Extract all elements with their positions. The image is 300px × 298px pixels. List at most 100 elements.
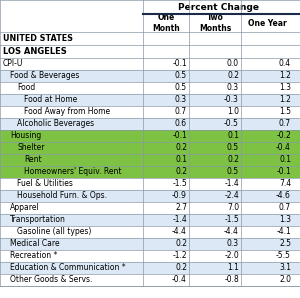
Text: Housing: Housing — [10, 131, 41, 140]
Bar — [143, 0, 293, 14]
Text: Fuel & Utilities: Fuel & Utilities — [17, 179, 73, 189]
Text: -0.4: -0.4 — [172, 275, 187, 285]
Text: 0.2: 0.2 — [227, 72, 239, 80]
Text: 1.2: 1.2 — [279, 95, 291, 105]
Text: 1.3: 1.3 — [279, 83, 291, 92]
Text: 0.3: 0.3 — [227, 240, 239, 249]
Text: -1.5: -1.5 — [172, 179, 187, 189]
Text: 0.2: 0.2 — [175, 263, 187, 272]
Text: 0.7: 0.7 — [175, 108, 187, 117]
Text: -4.1: -4.1 — [276, 227, 291, 237]
Text: Food at Home: Food at Home — [24, 95, 77, 105]
Text: 7.0: 7.0 — [227, 204, 239, 212]
Bar — [0, 45, 300, 58]
Text: Household Furn. & Ops.: Household Furn. & Ops. — [17, 192, 107, 201]
Text: -1.2: -1.2 — [172, 252, 187, 260]
Text: 7.4: 7.4 — [279, 179, 291, 189]
Bar — [0, 142, 300, 154]
Text: Alcoholic Beverages: Alcoholic Beverages — [17, 119, 94, 128]
Text: Education & Communication *: Education & Communication * — [10, 263, 126, 272]
Text: 0.7: 0.7 — [279, 204, 291, 212]
Bar — [0, 166, 300, 178]
Text: -5.5: -5.5 — [276, 252, 291, 260]
Text: -0.3: -0.3 — [224, 95, 239, 105]
Bar — [0, 262, 300, 274]
Text: -0.1: -0.1 — [172, 131, 187, 140]
Text: 0.7: 0.7 — [279, 119, 291, 128]
Text: -4.4: -4.4 — [172, 227, 187, 237]
Text: LOS ANGELES: LOS ANGELES — [3, 47, 67, 56]
Bar — [0, 118, 300, 130]
Text: 0.0: 0.0 — [227, 60, 239, 69]
Text: Apparel: Apparel — [10, 204, 40, 212]
Text: 3.1: 3.1 — [279, 263, 291, 272]
Bar — [0, 14, 143, 32]
Text: 0.3: 0.3 — [175, 95, 187, 105]
Text: -4.6: -4.6 — [276, 192, 291, 201]
Text: -0.2: -0.2 — [276, 131, 291, 140]
Text: -0.1: -0.1 — [172, 60, 187, 69]
Bar — [0, 58, 300, 70]
Text: 0.1: 0.1 — [227, 131, 239, 140]
Text: CPI-U: CPI-U — [3, 60, 23, 69]
Text: Other Goods & Servs.: Other Goods & Servs. — [10, 275, 92, 285]
Text: -0.9: -0.9 — [172, 192, 187, 201]
Text: -0.4: -0.4 — [276, 144, 291, 153]
Bar — [0, 32, 300, 45]
Bar — [0, 106, 300, 118]
Text: 1.3: 1.3 — [279, 215, 291, 224]
Bar — [0, 190, 300, 202]
Text: 0.2: 0.2 — [175, 167, 187, 176]
Text: -1.4: -1.4 — [172, 215, 187, 224]
Text: 0.5: 0.5 — [175, 72, 187, 80]
Text: One
Month: One Month — [152, 13, 180, 33]
Bar — [0, 250, 300, 262]
Text: 1.5: 1.5 — [279, 108, 291, 117]
Text: Food & Beverages: Food & Beverages — [10, 72, 80, 80]
Text: Two
Months: Two Months — [199, 13, 231, 33]
Text: 2.7: 2.7 — [175, 204, 187, 212]
Text: Food Away from Home: Food Away from Home — [24, 108, 110, 117]
Text: 2.0: 2.0 — [279, 275, 291, 285]
Bar — [0, 94, 300, 106]
Text: 0.3: 0.3 — [227, 83, 239, 92]
Text: UNITED STATES: UNITED STATES — [3, 34, 73, 43]
Text: -0.8: -0.8 — [224, 275, 239, 285]
Text: 0.6: 0.6 — [175, 119, 187, 128]
Bar — [0, 82, 300, 94]
Text: 0.5: 0.5 — [227, 144, 239, 153]
Text: -0.5: -0.5 — [224, 119, 239, 128]
Text: 0.2: 0.2 — [175, 144, 187, 153]
Bar — [0, 238, 300, 250]
Text: 0.2: 0.2 — [227, 156, 239, 164]
Text: Rent: Rent — [24, 156, 42, 164]
Text: Shelter: Shelter — [17, 144, 44, 153]
Bar — [0, 70, 300, 82]
Text: Food: Food — [17, 83, 35, 92]
Text: One Year: One Year — [248, 18, 286, 27]
Bar — [0, 178, 300, 190]
Text: 0.1: 0.1 — [175, 156, 187, 164]
Bar — [0, 130, 300, 142]
Text: -2.4: -2.4 — [224, 192, 239, 201]
Text: 0.5: 0.5 — [227, 167, 239, 176]
Text: 1.1: 1.1 — [227, 263, 239, 272]
Text: 0.5: 0.5 — [175, 83, 187, 92]
Text: 1.0: 1.0 — [227, 108, 239, 117]
Bar — [0, 226, 300, 238]
Text: -0.1: -0.1 — [276, 167, 291, 176]
Text: -1.4: -1.4 — [224, 179, 239, 189]
Text: 0.2: 0.2 — [175, 240, 187, 249]
Bar — [189, 14, 241, 32]
Text: 1.2: 1.2 — [279, 72, 291, 80]
Text: 0.1: 0.1 — [279, 156, 291, 164]
Text: -4.4: -4.4 — [224, 227, 239, 237]
Bar — [0, 0, 143, 14]
Text: Homeowners' Equiv. Rent: Homeowners' Equiv. Rent — [24, 167, 122, 176]
Text: Gasoline (all types): Gasoline (all types) — [17, 227, 92, 237]
Text: 2.5: 2.5 — [279, 240, 291, 249]
Text: Recreation *: Recreation * — [10, 252, 57, 260]
Text: Medical Care: Medical Care — [10, 240, 60, 249]
Bar — [143, 14, 189, 32]
Bar — [0, 154, 300, 166]
